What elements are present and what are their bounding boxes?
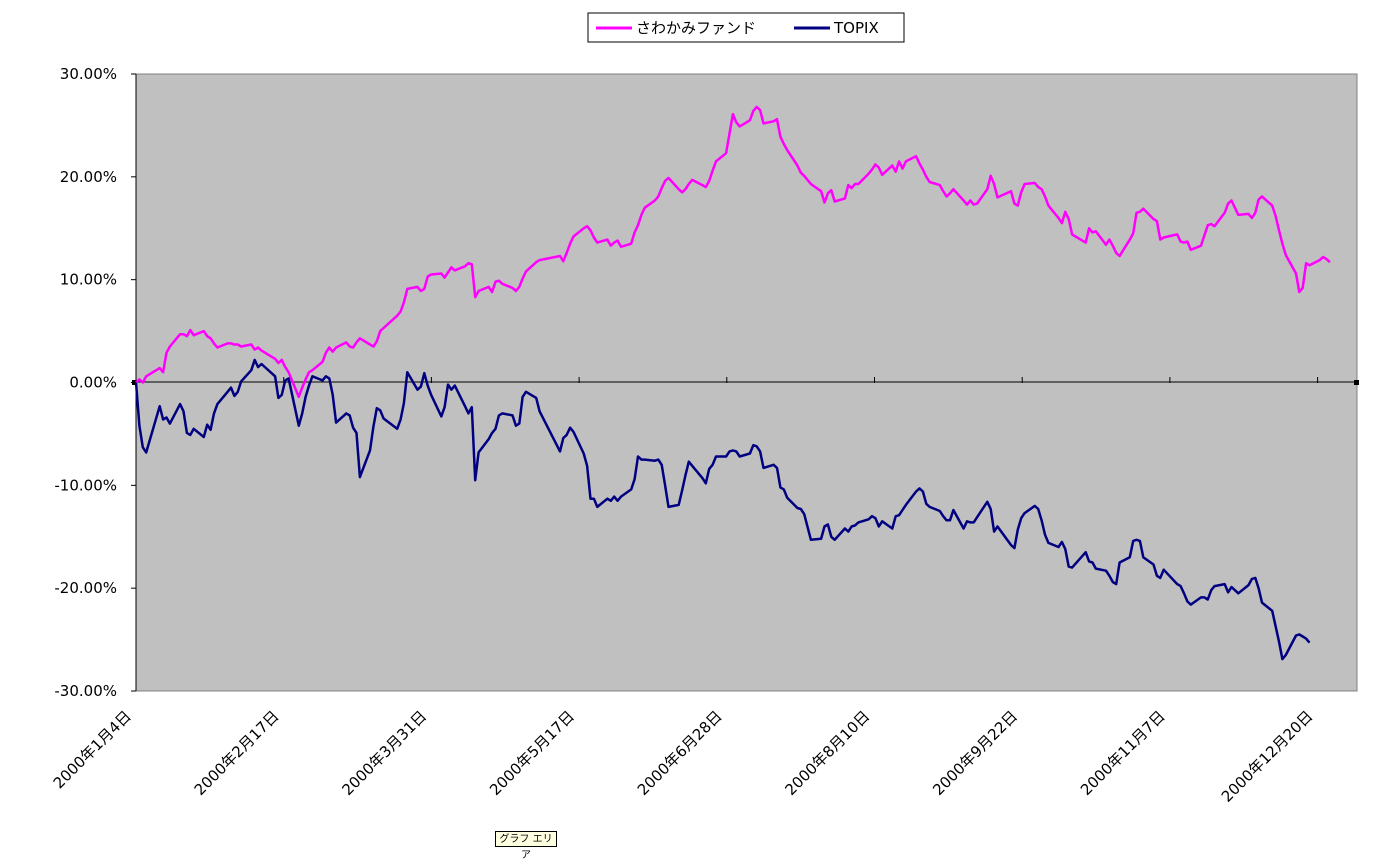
x-tick-label: 2000年8月10日: [782, 707, 874, 799]
y-tick-label: 10.00%: [60, 271, 117, 289]
y-tick-label: -20.00%: [54, 579, 117, 597]
series-layer: [134, 105, 1331, 661]
y-tick-label: -30.00%: [54, 682, 117, 700]
y-axis-ticks: 30.00% 20.00% 10.00% 0.00% -10.00% -20.00% -30…: [54, 65, 136, 700]
legend[interactable]: さわかみファンド TOPIX: [587, 12, 905, 43]
series-line-sawakami[interactable]: [135, 105, 1331, 399]
tooltip: グラフ エリア: [495, 831, 557, 861]
y-tick-label: 0.00%: [69, 374, 117, 392]
x-tick-label: 2000年2月17日: [191, 707, 283, 799]
x-tick-label: 2000年3月31日: [338, 707, 430, 799]
x-tick-label: 2000年1月4日: [50, 707, 135, 792]
y-tick-label: 20.00%: [60, 168, 117, 186]
axis-handle-right[interactable]: [1354, 380, 1359, 385]
x-tick-label: 2000年5月17日: [486, 707, 578, 799]
series-line-topix[interactable]: [134, 358, 1311, 661]
legend-label-sawakami: さわかみファンド: [636, 19, 756, 37]
x-tick-label: 2000年6月28日: [634, 707, 726, 799]
y-tick-label: -10.00%: [54, 476, 117, 494]
x-tick-label: 2000年11月7日: [1077, 707, 1169, 799]
legend-label-topix: TOPIX: [833, 19, 879, 37]
y-tick-label: 30.00%: [60, 65, 117, 83]
x-tick-label: 2000年9月22日: [929, 707, 1021, 799]
x-tick-label: 2000年12月20日: [1218, 707, 1317, 806]
legend-box: [587, 12, 905, 43]
